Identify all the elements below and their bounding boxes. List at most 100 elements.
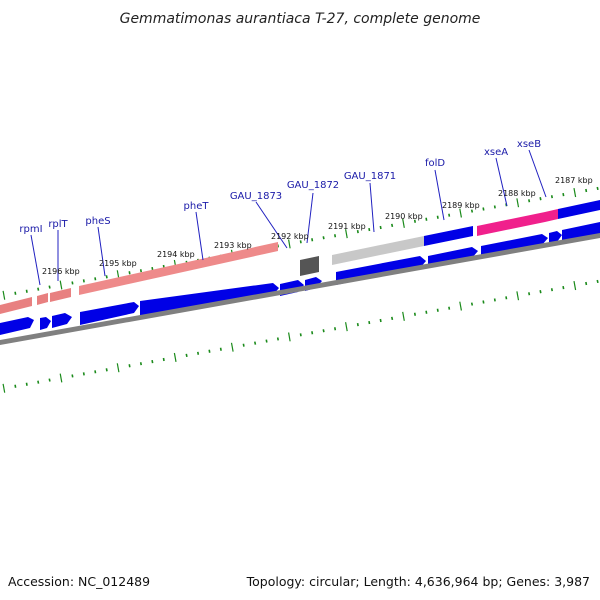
major-tick — [345, 322, 348, 332]
minor-tick — [105, 275, 108, 279]
minor-tick — [425, 310, 428, 314]
gene-label-rplT: rplT — [48, 219, 68, 230]
minor-tick — [482, 300, 485, 304]
minor-tick — [379, 225, 382, 230]
minor-tick — [334, 234, 337, 238]
minor-tick — [379, 318, 382, 323]
minor-tick — [105, 368, 108, 372]
minor-tick — [14, 291, 17, 295]
gene-label-rpmI: rpmI — [19, 224, 42, 235]
gene-label-line — [369, 182, 375, 233]
trna-feature-3 — [50, 288, 71, 302]
gene-label-line — [306, 192, 314, 244]
gene-label-line — [434, 169, 445, 221]
minor-tick — [128, 364, 131, 368]
gene-label-line — [495, 157, 508, 207]
minor-tick — [528, 199, 531, 203]
minor-tick — [585, 281, 588, 286]
trna-feature-4 — [79, 242, 278, 295]
minor-tick — [48, 378, 51, 382]
cds-right-upper — [558, 200, 600, 219]
minor-tick — [493, 205, 496, 209]
pseudo-feature — [300, 256, 319, 276]
major-tick — [516, 198, 520, 208]
major-tick — [345, 229, 348, 239]
minor-tick — [25, 289, 28, 293]
gene-label-xseB: xseB — [517, 139, 541, 150]
major-tick — [459, 301, 462, 311]
minor-tick — [37, 380, 40, 384]
cds-arrow-3 — [52, 313, 72, 328]
cds-arrow-11 — [549, 231, 562, 244]
minor-tick — [94, 370, 97, 374]
minor-tick — [311, 238, 314, 242]
minor-tick — [265, 339, 268, 343]
trna-feature-2 — [37, 293, 48, 305]
major-tick — [573, 187, 577, 198]
major-tick — [59, 373, 63, 383]
kbp-label: 2194 kbp — [157, 250, 195, 259]
major-tick — [2, 383, 6, 393]
minor-tick — [162, 357, 165, 362]
minor-tick — [391, 223, 394, 228]
minor-tick — [585, 188, 588, 193]
kbp-label: 2190 kbp — [385, 212, 423, 221]
minor-tick — [322, 329, 325, 333]
minor-tick — [185, 353, 188, 358]
minor-tick — [448, 213, 451, 217]
minor-tick — [562, 285, 565, 290]
major-tick — [516, 291, 520, 301]
major-tick — [59, 280, 63, 290]
gene-label-pheT: pheT — [184, 201, 210, 212]
major-tick — [230, 342, 234, 352]
accession-text: Accession: NC_012489 — [8, 574, 150, 589]
kbp-label: 2191 kbp — [328, 222, 366, 231]
minor-tick — [482, 207, 485, 211]
cds-arrow-1 — [0, 317, 34, 335]
major-tick — [2, 290, 6, 300]
kbp-label: 2196 kbp — [42, 267, 80, 276]
minor-tick — [448, 306, 451, 310]
minor-tick — [368, 320, 371, 325]
kbp-label: 2188 kbp — [498, 189, 536, 198]
minor-tick — [470, 302, 474, 306]
minor-tick — [71, 374, 74, 378]
major-tick — [402, 311, 405, 321]
minor-tick — [562, 192, 565, 197]
gene-label-pheS: pheS — [85, 216, 110, 227]
minor-tick — [48, 285, 51, 289]
minor-tick — [596, 279, 599, 284]
kbp-label: 2192 kbp — [271, 232, 309, 241]
minor-tick — [505, 296, 508, 300]
minor-tick — [311, 331, 314, 335]
genome-stats-text: Topology: circular; Length: 4,636,964 bp… — [246, 574, 590, 589]
minor-tick — [139, 362, 142, 366]
genome-backbone — [0, 233, 600, 345]
minor-tick — [276, 337, 279, 341]
kbp-label: 2193 kbp — [214, 241, 252, 250]
minor-tick — [436, 308, 439, 312]
gene-labels: rpmI rplT pheS pheT GAU_1873 GAU_1872 GA… — [19, 139, 547, 286]
feature-track-upper — [0, 200, 600, 314]
minor-tick — [254, 341, 257, 345]
cds-folD-upper — [424, 226, 473, 246]
minor-tick — [151, 266, 154, 271]
major-tick — [459, 208, 462, 218]
gene-label-folD: folD — [425, 158, 445, 169]
minor-tick — [356, 322, 359, 327]
kbp-label: 2195 kbp — [99, 259, 137, 268]
gene-label-GAU_1873: GAU_1873 — [230, 191, 282, 202]
major-tick — [288, 332, 291, 342]
gene-label-GAU_1871: GAU_1871 — [344, 171, 396, 182]
gene-label-line — [30, 234, 41, 286]
gene-label-line — [255, 201, 288, 249]
minor-tick — [493, 298, 496, 302]
minor-tick — [413, 312, 416, 316]
minor-tick — [334, 327, 337, 331]
minor-tick — [596, 186, 599, 191]
misc-feature — [332, 236, 424, 265]
minor-tick — [151, 359, 154, 364]
major-tick — [402, 218, 405, 228]
minor-tick — [436, 215, 439, 219]
